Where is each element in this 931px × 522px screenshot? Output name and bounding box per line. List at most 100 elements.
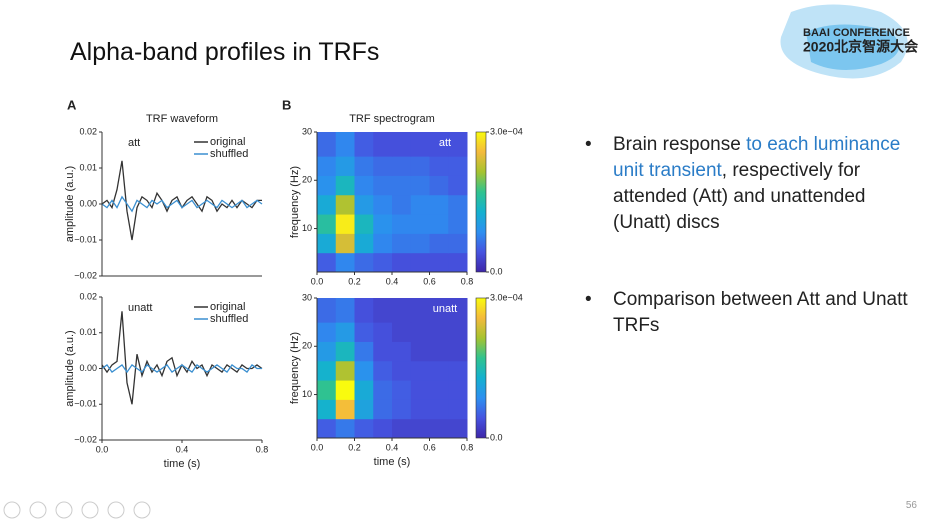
logo-shape — [806, 24, 899, 71]
heatmap-cell — [335, 175, 355, 196]
bullet: Comparison between Att and Unatt TRFs — [585, 287, 915, 339]
y-tick-label: 20 — [302, 341, 312, 351]
heatmap-cell — [392, 360, 412, 381]
heatmap-cell — [317, 156, 337, 176]
heatmap-cell — [448, 298, 468, 323]
heatmap-cell — [448, 233, 468, 254]
heatmap-cell — [392, 194, 412, 215]
heatmap-cell — [392, 175, 412, 196]
heatmap-cell — [448, 252, 468, 273]
heatmap-cell — [373, 175, 393, 196]
y-tick-label: −0.01 — [74, 234, 97, 244]
chart-label: att — [439, 137, 451, 149]
heatmap-cell — [335, 380, 355, 400]
heatmap-cell — [429, 175, 449, 196]
heatmap-cell — [317, 233, 337, 254]
heatmap-cell — [373, 380, 393, 400]
heatmap-cell — [373, 399, 393, 420]
heatmap-cell — [317, 175, 337, 196]
y-tick-label: 0.01 — [79, 327, 97, 337]
heatmap-cell — [410, 233, 430, 254]
colorbar-tick-label: 0.0 — [490, 432, 503, 442]
chart-label: att — [128, 137, 140, 149]
heatmap-cell — [392, 418, 412, 439]
heatmap-cell — [317, 380, 337, 400]
heatmap-cell — [448, 360, 468, 381]
heatmap-cell — [373, 252, 393, 273]
heatmap-cell — [410, 252, 430, 273]
heatmap-cell — [317, 214, 337, 234]
bullet-segment: , respectively for attended (Att) and un… — [613, 160, 866, 233]
heatmap-cell — [410, 418, 430, 439]
toolbar-button[interactable] — [133, 501, 151, 519]
series-line — [101, 364, 262, 374]
series-line — [101, 195, 263, 213]
legend-label: original — [210, 136, 245, 148]
x-axis-label: time (s) — [374, 456, 411, 468]
x-tick-label: 0.2 — [348, 442, 361, 452]
y-tick-label: 0.00 — [79, 198, 97, 208]
heatmap-cell — [373, 156, 393, 176]
heatmap-cell — [335, 156, 355, 176]
heatmap-cell — [429, 418, 449, 439]
heatmap-cell — [410, 298, 430, 323]
heatmap-cell — [392, 132, 412, 157]
heatmap-cell — [335, 233, 355, 254]
toolbar-button[interactable] — [3, 501, 21, 519]
heatmap-cell — [335, 252, 355, 273]
heatmap-cell — [392, 341, 412, 362]
y-tick-label: 10 — [302, 223, 312, 233]
heatmap-cell — [448, 322, 468, 342]
legend-label: shuffled — [210, 313, 248, 325]
heatmap-cell — [317, 418, 337, 439]
series-line — [101, 160, 262, 241]
x-tick-label: 0.4 — [386, 276, 399, 286]
y-axis-label: frequency (Hz) — [289, 332, 301, 404]
colorbar — [475, 297, 487, 439]
heatmap-cell — [373, 322, 393, 342]
heatmap-cell — [410, 322, 430, 342]
heatmap-cell — [354, 214, 374, 234]
chart-title: TRF spectrogram — [349, 113, 435, 125]
heatmap-cell — [429, 360, 449, 381]
toolbar-button[interactable] — [29, 501, 47, 519]
heatmap-cell — [317, 341, 337, 362]
slide-title: Alpha-band profiles in TRFs — [70, 38, 380, 66]
heatmap-cell — [410, 214, 430, 234]
toolbar-button[interactable] — [107, 501, 125, 519]
bullet-text: Comparison between Att and Unatt TRFs — [613, 287, 915, 339]
y-axis-label: amplitude (a.u.) — [64, 166, 76, 242]
y-tick-label: −0.01 — [74, 399, 97, 409]
heatmap-cell — [448, 214, 468, 234]
bullet-segment: to each luminance unit transient — [613, 134, 901, 181]
x-tick-label: 0.0 — [311, 276, 324, 286]
heatmap-cell — [448, 156, 468, 176]
heatmap-cell — [335, 399, 355, 420]
heatmap-cell — [354, 156, 374, 176]
heatmap-cell — [317, 132, 337, 157]
heatmap-cell — [410, 341, 430, 362]
heatmap-cell — [335, 418, 355, 439]
heatmap-cell — [410, 175, 430, 196]
colorbar-tick-label: 3.0e−04 — [490, 126, 523, 136]
heatmap-cell — [448, 418, 468, 439]
heatmap-cell — [354, 418, 374, 439]
heatmap-cell — [317, 399, 337, 420]
y-tick-label: −0.02 — [74, 270, 97, 280]
y-tick-label: 30 — [302, 292, 312, 302]
heatmap-cell — [429, 233, 449, 254]
heatmap-cell — [448, 132, 468, 157]
toolbar-button[interactable] — [81, 501, 99, 519]
toolbar-button[interactable] — [55, 501, 73, 519]
heatmap-cell — [448, 380, 468, 400]
bullet-segment: Comparison between Att and Unatt TRFs — [613, 289, 908, 336]
heatmap-cell — [354, 380, 374, 400]
heatmap-cell — [335, 360, 355, 381]
x-tick-label: 0.8 — [461, 442, 474, 452]
heatmap-cell — [429, 380, 449, 400]
x-tick-label: 0.8 — [461, 276, 474, 286]
heatmap-cell — [392, 399, 412, 420]
x-tick-label: 0.8 — [256, 444, 269, 454]
y-tick-label: 0.01 — [79, 162, 97, 172]
heatmap-cell — [335, 214, 355, 234]
